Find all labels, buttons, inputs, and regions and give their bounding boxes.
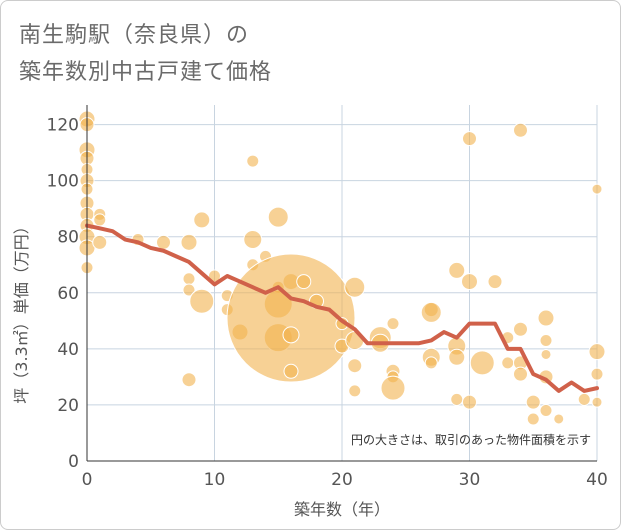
chart-title-line1: 南生駒駅（奈良県）の [19,23,250,48]
data-bubble [539,333,553,347]
data-bubble [92,234,108,250]
trend-line [85,223,599,393]
x-tick-label: 10 [204,470,226,490]
data-bubble [193,211,211,229]
data-bubble [226,253,356,383]
data-bubble [180,233,198,251]
data-bubble [462,394,477,410]
data-bubble [513,366,528,382]
data-bubble [553,413,565,425]
y-tick-label: 0 [68,452,79,472]
data-bubble [296,274,312,290]
data-bubble [590,367,604,381]
data-bubble [182,283,196,297]
data-bubble [93,213,107,227]
data-bubble [526,412,540,426]
data-bubble [380,375,406,401]
data-bubble [448,348,466,366]
data-bubble [420,301,442,323]
data-bubble [267,206,289,228]
trend-layer [85,223,599,393]
data-bubble [189,288,215,314]
x-tick-label: 20 [331,470,353,490]
data-bubble [386,317,400,331]
data-bubble [344,276,366,298]
data-bubble [501,356,515,370]
data-bubble [591,183,603,195]
x-axis-label: 築年数（年） [294,500,390,519]
data-bubble [487,274,503,290]
bubble-layer [78,110,606,426]
y-tick-label: 40 [57,340,79,360]
data-bubble [243,230,263,250]
data-bubble [450,392,464,406]
data-bubble [577,392,591,406]
data-bubble [588,343,606,361]
data-bubble [537,309,555,327]
y-tick-label: 100 [47,172,79,192]
chart-title-line2: 築年数別中古戸建て価格 [19,60,273,85]
data-bubble [348,384,362,398]
axes: 0 10 20 30 40 0 20 40 60 80 100 120 [47,105,608,490]
data-bubble [156,234,171,250]
data-bubble [448,261,466,279]
bubble-size-note: 円の大きさは、取引のあった物件面積を示す [351,432,591,447]
data-bubble [283,363,299,379]
x-tick-label: 0 [82,470,93,490]
data-bubble [525,394,541,410]
data-bubble [469,350,495,376]
data-bubble [347,358,363,374]
x-tick-label: 40 [586,470,608,490]
data-bubble [282,326,300,344]
data-bubble [461,273,478,291]
data-bubble [246,154,260,168]
data-bubble [181,372,197,388]
data-bubble [513,122,528,138]
y-tick-label: 60 [57,284,79,304]
data-bubble [513,321,528,337]
x-tick-label: 30 [459,470,481,490]
y-axis-label: 坪（3.3㎡）単価（万円） [12,218,31,403]
data-bubble [591,396,603,408]
data-bubble [182,272,196,286]
data-bubble [539,404,553,418]
data-bubble [462,131,477,147]
y-tick-label: 20 [57,396,79,416]
data-bubble [540,348,552,360]
y-tick-label: 80 [57,228,79,248]
data-bubble [424,356,438,370]
y-tick-label: 120 [47,116,79,136]
